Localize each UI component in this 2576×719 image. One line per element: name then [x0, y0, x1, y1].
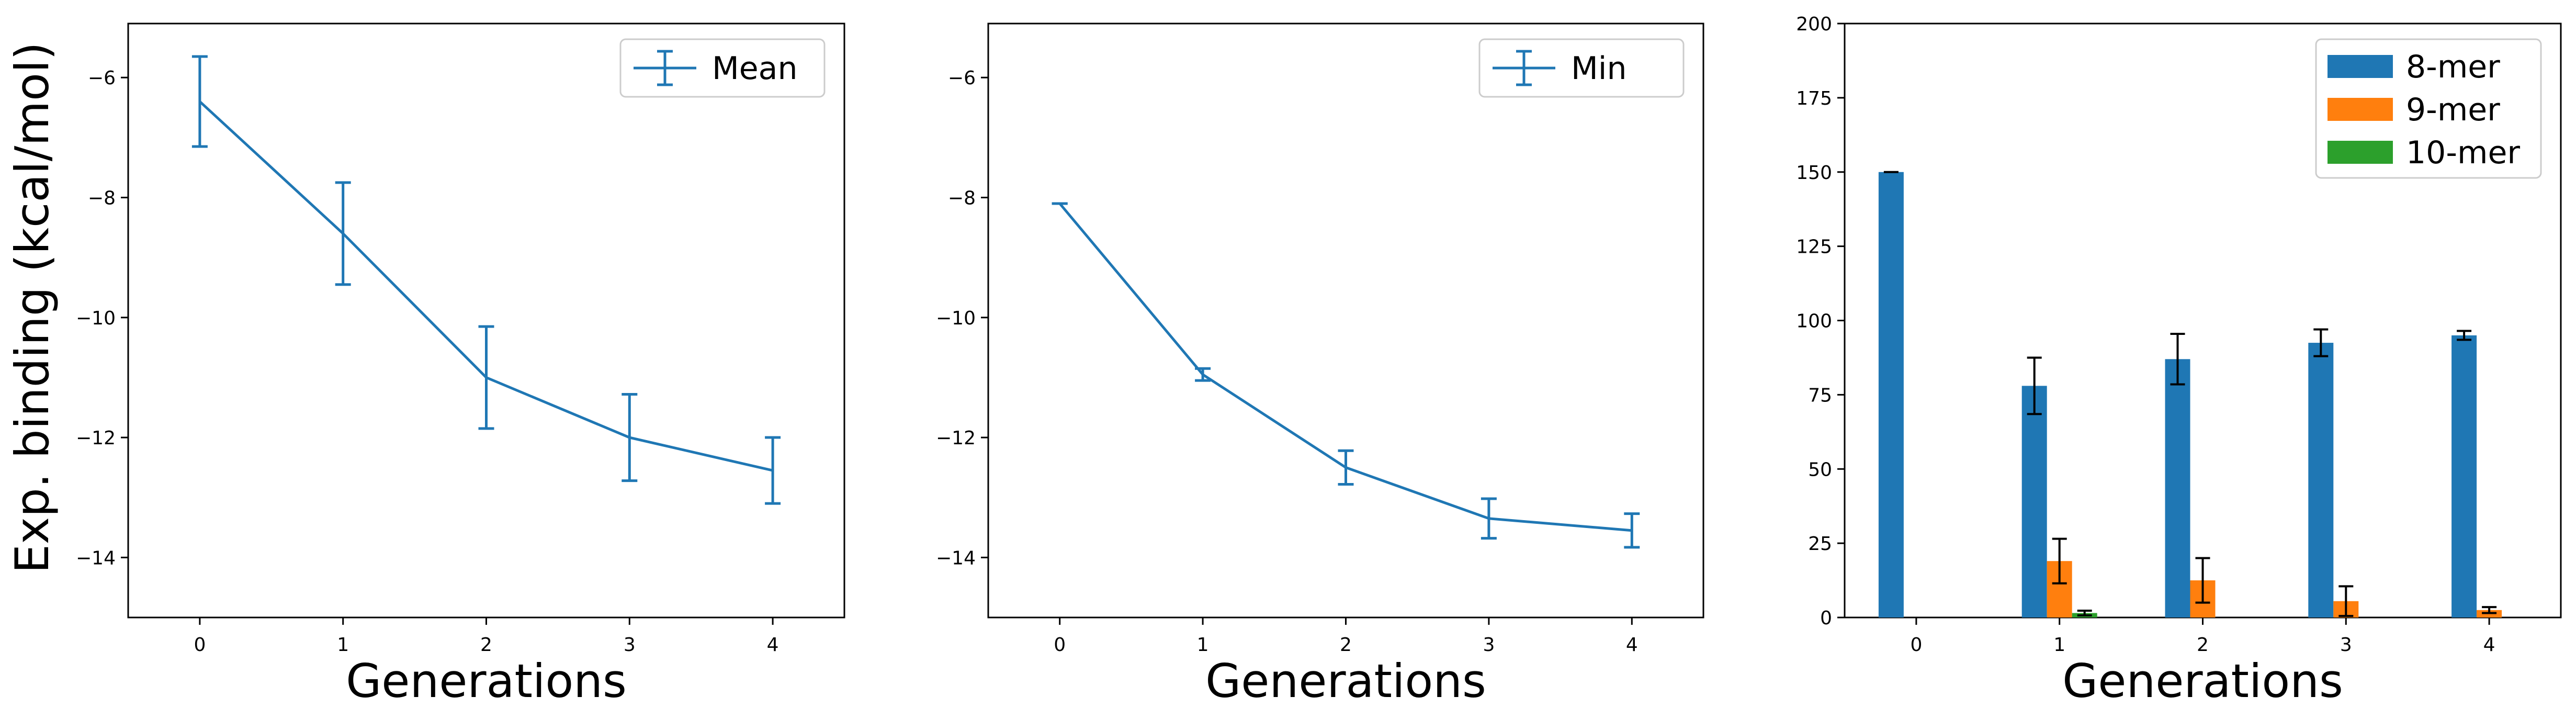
min-binding-panel: −6 −8 −10 −12 −14 0 1 2 3 4 Generations Min — [936, 23, 1704, 708]
figure-ylabel: Exp. binding (kcal/mol) — [5, 42, 59, 574]
x-tick-label: 0 — [1054, 634, 1066, 656]
y-tick-label: −14 — [76, 547, 116, 569]
y-tick-label: 125 — [1796, 237, 1832, 258]
x-tick-label: 4 — [2483, 634, 2495, 656]
y-tick-label: 150 — [1796, 162, 1832, 184]
y-tick-label: 200 — [1796, 14, 1832, 35]
y-tick-label: 50 — [1808, 459, 1832, 480]
legend-swatch-9-mer — [2328, 98, 2393, 121]
x-tick-label: 2 — [480, 634, 492, 656]
x-tick-label: 2 — [2197, 634, 2209, 656]
legend-swatch-10-mer — [2328, 141, 2393, 164]
y-tick-label: 25 — [1808, 533, 1832, 555]
y-tick-label: −8 — [88, 187, 116, 209]
x-axis-label: Generations — [346, 654, 627, 708]
y-tick-label: −6 — [88, 68, 116, 89]
legend-entry-label: 8-mer — [2406, 49, 2500, 85]
mean-binding-panel: −6 −8 −10 −12 −14 0 1 2 3 4 Generations Mean — [76, 23, 845, 708]
y-tick-label: −8 — [948, 187, 976, 209]
y-tick-label: −12 — [936, 428, 976, 449]
y-tick-label: 75 — [1808, 385, 1832, 406]
y-tick-label: 100 — [1796, 311, 1832, 332]
x-tick-label: 4 — [1626, 634, 1638, 656]
x-tick-label: 0 — [194, 634, 206, 656]
x-tick-label: 3 — [624, 634, 636, 656]
x-axis-label: Generations — [2062, 654, 2343, 708]
x-tick-label: 1 — [2053, 634, 2065, 656]
x-tick-label: 2 — [1340, 634, 1352, 656]
y-tick-label: −6 — [948, 68, 976, 89]
bar-8-mer — [2451, 335, 2477, 617]
y-tick-label: −10 — [936, 308, 976, 329]
peptide-length-count-panel: 0 25 50 75 100 125 150 175 200 0 1 2 3 4 Generations 8-… — [1796, 14, 2562, 708]
legend-swatch-8-mer — [2328, 55, 2393, 78]
y-tick-label: 175 — [1796, 88, 1832, 109]
y-tick-label: −14 — [936, 547, 976, 569]
bar-8-mer — [2165, 359, 2190, 617]
legend-box — [619, 38, 826, 98]
y-tick-label: −10 — [76, 308, 116, 329]
x-tick-label: 4 — [767, 634, 779, 656]
x-tick-label: 3 — [2340, 634, 2352, 656]
legend-entry-label: Min — [1571, 50, 1626, 87]
y-tick-label: 0 — [1820, 608, 1832, 629]
x-tick-label: 3 — [1483, 634, 1495, 656]
legend-entry-label: 10-mer — [2406, 134, 2520, 171]
bar-8-mer — [2021, 386, 2047, 617]
x-axis-label: Generations — [1205, 654, 1486, 708]
x-tick-label: 1 — [337, 634, 349, 656]
legend-entry-label: Mean — [712, 50, 797, 87]
legend-box — [1478, 38, 1685, 98]
y-tick-label: −12 — [76, 428, 116, 449]
bar-8-mer — [1878, 172, 1904, 617]
x-tick-label: 0 — [1910, 634, 1922, 656]
x-tick-label: 1 — [1197, 634, 1209, 656]
bar-8-mer — [2308, 343, 2334, 617]
legend-entry-label: 9-mer — [2406, 92, 2500, 128]
